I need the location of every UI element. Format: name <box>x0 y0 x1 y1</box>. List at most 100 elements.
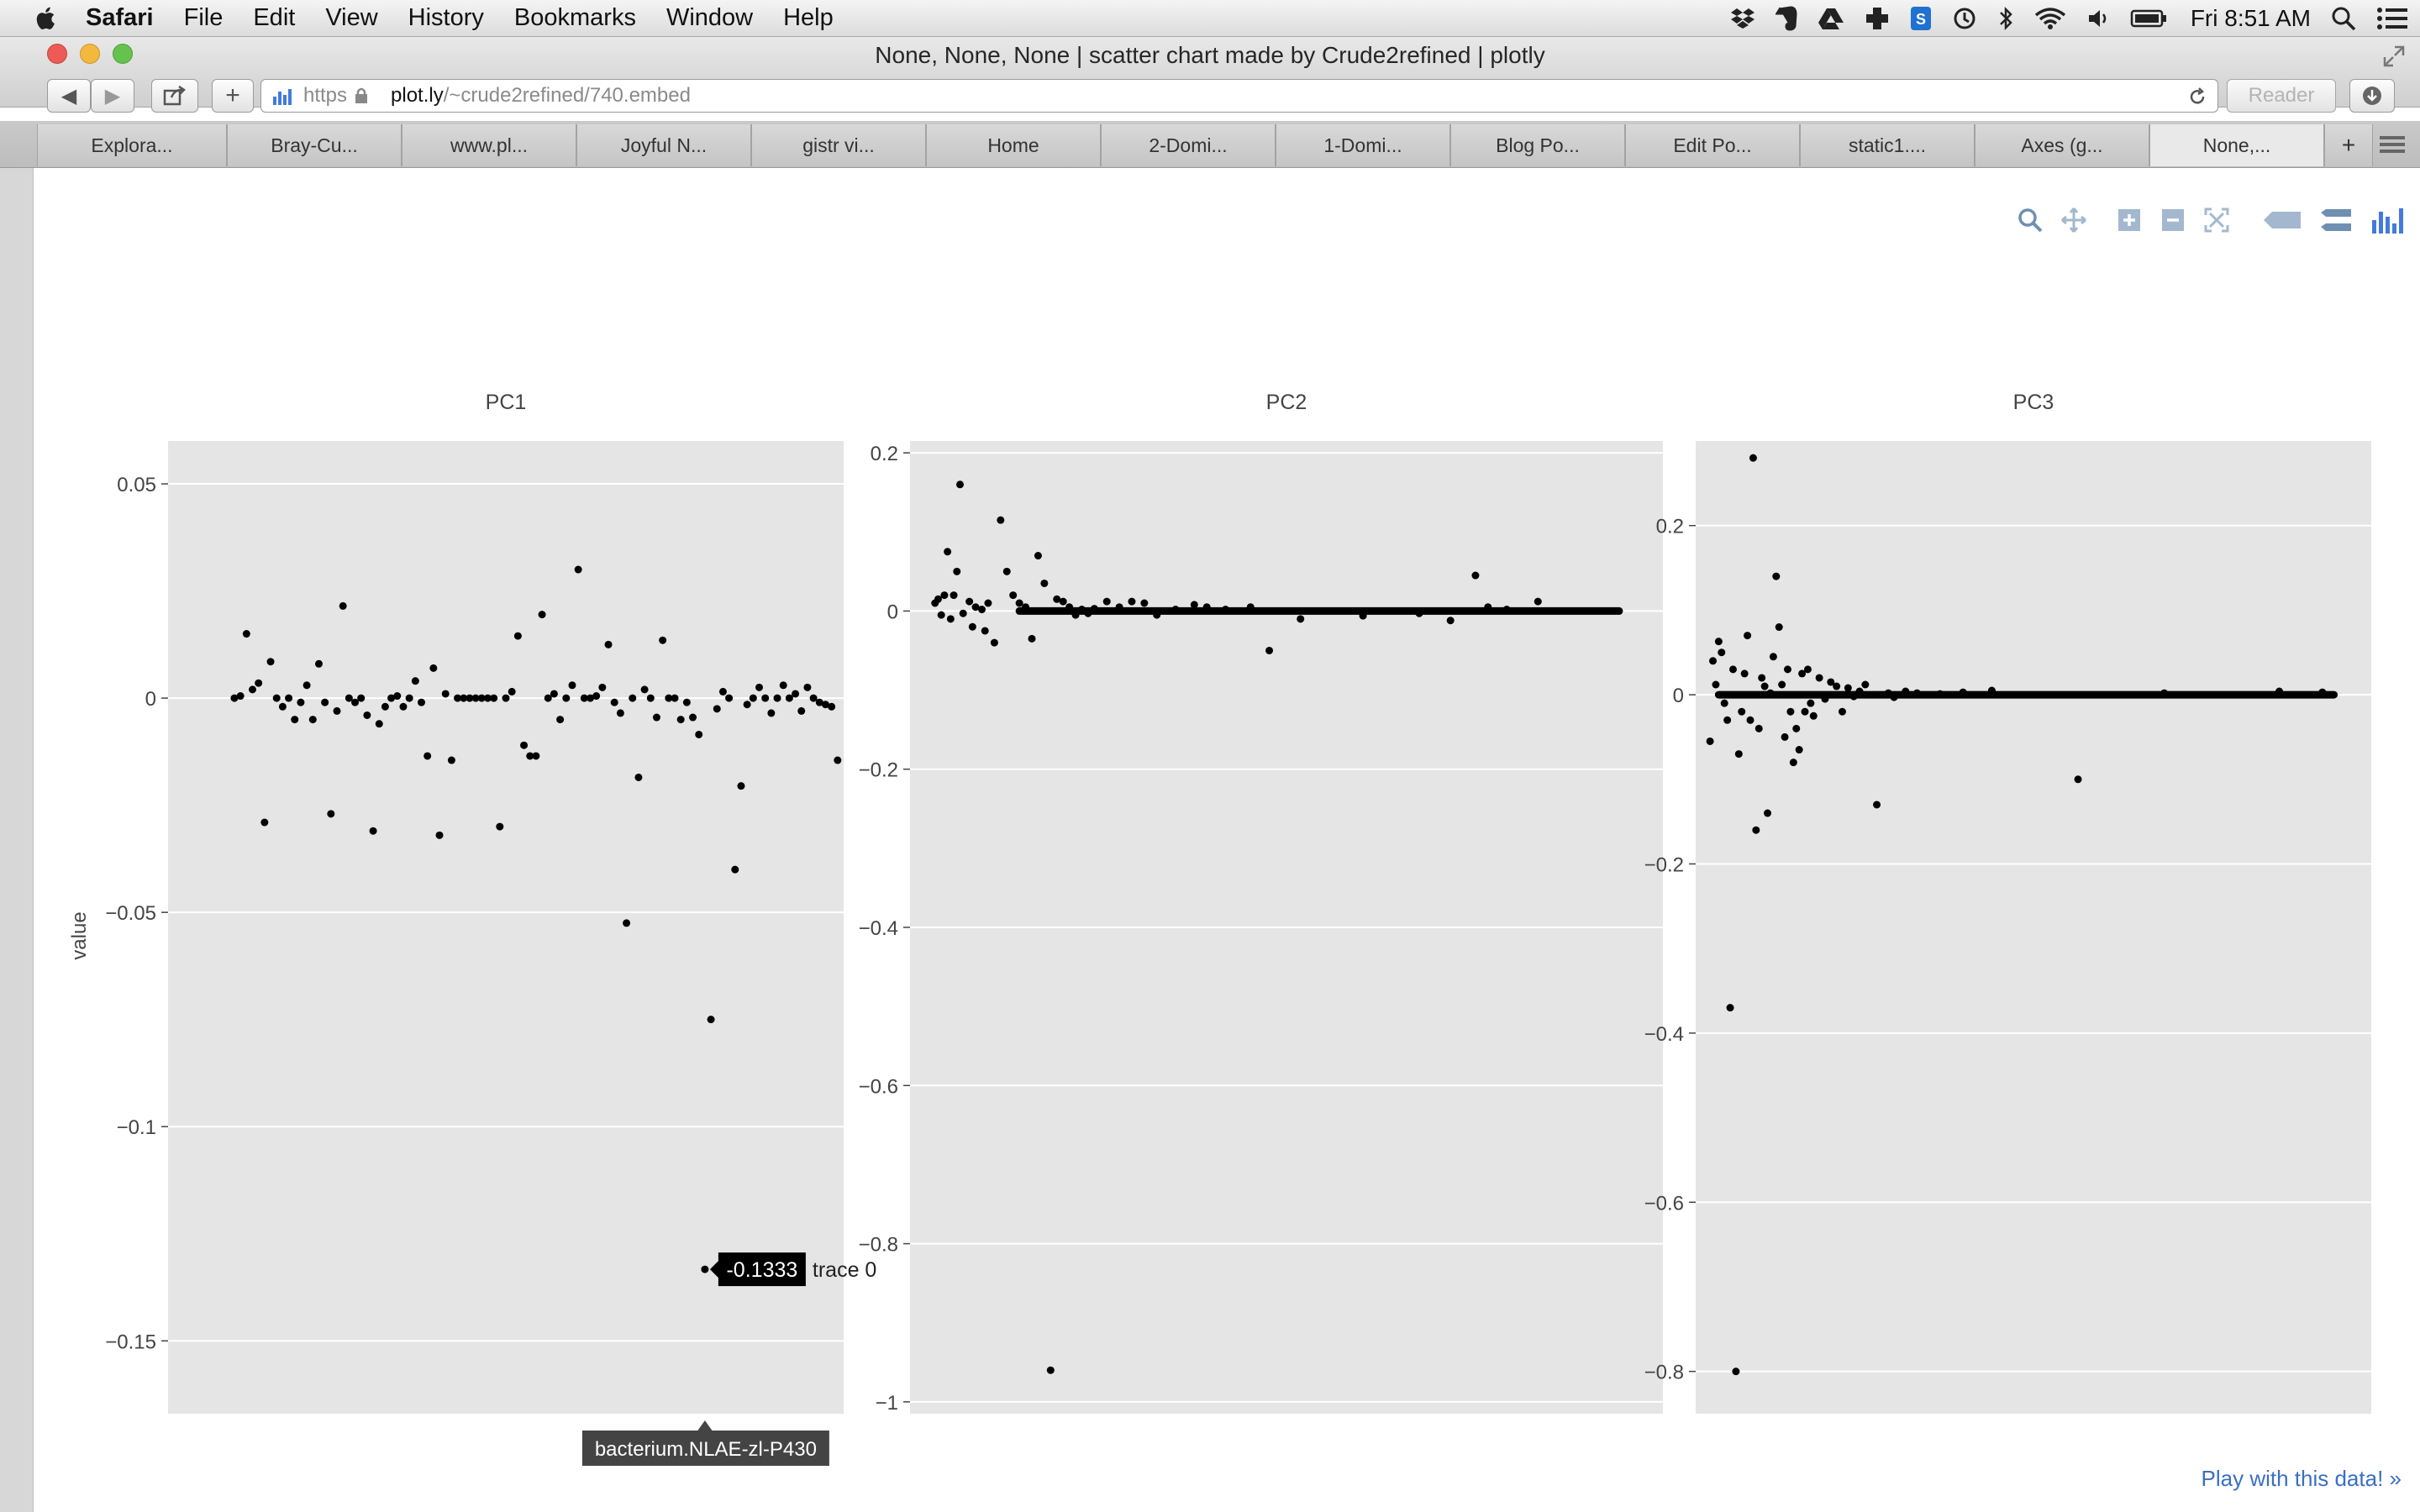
minimize-window-button[interactable] <box>80 44 100 64</box>
data-point <box>1015 599 1023 607</box>
data-point <box>707 1016 715 1024</box>
tab-overview-icon[interactable] <box>2378 133 2407 156</box>
forward-button[interactable]: ▶ <box>91 79 134 113</box>
hover-compare-icon[interactable] <box>2319 207 2353 234</box>
data-point <box>1718 648 1726 657</box>
tab-gistr[interactable]: gistr vi... <box>751 124 926 166</box>
data-point <box>1246 603 1255 612</box>
data-point <box>339 601 347 610</box>
tab-bray-cu[interactable]: Bray-Cu... <box>227 124 402 166</box>
zoom-icon[interactable] <box>2017 207 2044 234</box>
data-point <box>429 664 438 672</box>
address-bar[interactable]: https plot.ly/~crude2refined/740.embed <box>260 79 2218 113</box>
autoscale-icon[interactable] <box>2203 207 2230 234</box>
data-point <box>1833 682 1841 690</box>
time-machine-icon[interactable] <box>1952 6 1977 31</box>
data-point <box>978 606 986 614</box>
data-point <box>1746 716 1754 724</box>
zoom-in-icon[interactable] <box>2116 207 2143 234</box>
data-point <box>1807 699 1815 707</box>
data-point <box>652 713 660 722</box>
y-tick-label: 0 <box>145 688 156 711</box>
close-window-button[interactable] <box>47 44 67 64</box>
tab-edit-po[interactable]: Edit Po... <box>1625 124 1800 166</box>
battery-icon[interactable] <box>2130 8 2167 29</box>
data-point <box>447 756 455 764</box>
data-point <box>682 698 691 706</box>
reload-icon[interactable] <box>2187 87 2207 107</box>
data-point <box>1415 609 1423 617</box>
new-tab-button[interactable]: + <box>212 79 254 113</box>
subplot-pc3: 0.2 0 −0.2 −0.4 −0.6 −0.8 PC3 <box>1644 391 2371 1414</box>
menu-view[interactable]: View <box>325 4 378 31</box>
data-point <box>676 716 685 724</box>
menu-window[interactable]: Window <box>666 4 754 31</box>
tab-home[interactable]: Home <box>926 124 1101 166</box>
dropbox-icon[interactable] <box>1730 7 1755 30</box>
data-point <box>1723 716 1732 724</box>
wifi-icon[interactable] <box>2034 7 2066 30</box>
data-point <box>466 694 474 702</box>
plotly-logo-icon[interactable] <box>2370 205 2407 235</box>
data-point <box>1028 634 1036 643</box>
menu-bookmarks[interactable]: Bookmarks <box>513 4 636 31</box>
data-point <box>821 701 829 709</box>
zoom-out-icon[interactable] <box>2160 207 2186 234</box>
share-button[interactable] <box>151 79 198 113</box>
data-point <box>1471 571 1480 580</box>
notification-center-icon[interactable] <box>2376 7 2408 30</box>
menubar-clock[interactable]: Fri 8:51 AM <box>2190 5 2311 31</box>
zoom-window-button[interactable] <box>113 44 133 64</box>
tab-axes[interactable]: Axes (g... <box>1975 124 2149 166</box>
safari-window: None, None, None | scatter chart made by… <box>0 37 2420 1512</box>
data-point <box>1002 567 1011 575</box>
tab-2-domi[interactable]: 2-Domi... <box>1101 124 1276 166</box>
hover-closest-icon[interactable] <box>2262 207 2302 234</box>
data-point <box>490 694 498 702</box>
new-tab-plus-button[interactable]: + <box>2324 124 2373 166</box>
data-point <box>1890 693 1898 701</box>
data-point <box>375 720 383 728</box>
downloads-button[interactable] <box>2349 79 2395 113</box>
data-point <box>718 687 727 696</box>
data-point <box>990 638 998 647</box>
tab-joyful[interactable]: Joyful N... <box>576 124 751 166</box>
data-point <box>1726 1004 1734 1012</box>
spotlight-search-icon[interactable] <box>2331 6 2356 31</box>
data-point <box>1873 801 1881 809</box>
tab-static1[interactable]: static1.... <box>1800 124 1975 166</box>
data-point <box>953 567 961 575</box>
data-point <box>291 716 299 724</box>
tab-none-active[interactable]: None,... <box>2149 124 2324 166</box>
data-point <box>435 831 444 839</box>
app-s-icon[interactable]: S <box>1910 6 1932 31</box>
play-with-data-link[interactable]: Play with this data! » <box>2201 1466 2402 1491</box>
tab-1-domi[interactable]: 1-Domi... <box>1276 124 1450 166</box>
data-point <box>773 694 781 702</box>
plus-cross-icon[interactable] <box>1865 6 1890 31</box>
fullscreen-icon[interactable] <box>2383 45 2405 67</box>
google-drive-icon[interactable] <box>1818 7 1844 30</box>
reader-button[interactable]: Reader <box>2227 79 2336 113</box>
data-point <box>1792 724 1801 732</box>
hover-trace-name: trace 0 <box>813 1258 876 1282</box>
menu-help[interactable]: Help <box>783 4 834 31</box>
data-point <box>665 694 673 702</box>
tab-explora[interactable]: Explora... <box>37 124 227 166</box>
tab-www-pl[interactable]: www.pl... <box>402 124 576 166</box>
menu-edit[interactable]: Edit <box>253 4 296 31</box>
apple-logo-icon[interactable] <box>32 4 60 33</box>
evernote-icon[interactable] <box>1775 6 1797 31</box>
tab-blog-po[interactable]: Blog Po... <box>1450 124 1625 166</box>
menu-history[interactable]: History <box>408 4 484 31</box>
subplots-figure[interactable]: 0.05 0 −0.05 −0.1 −0.15 PC1 -0.1333 trace 0 bact… <box>34 168 2417 1512</box>
bluetooth-icon[interactable] <box>1997 6 2014 31</box>
y-tick-label: −0.6 <box>1644 1192 1684 1215</box>
menu-file[interactable]: File <box>183 4 224 31</box>
volume-icon[interactable] <box>2086 7 2110 30</box>
pan-icon[interactable] <box>2060 207 2087 234</box>
y-tick-label: −0.8 <box>1644 1362 1684 1384</box>
back-button[interactable]: ◀ <box>47 79 91 113</box>
data-point <box>946 615 955 623</box>
menu-app-safari[interactable]: Safari <box>86 4 154 31</box>
